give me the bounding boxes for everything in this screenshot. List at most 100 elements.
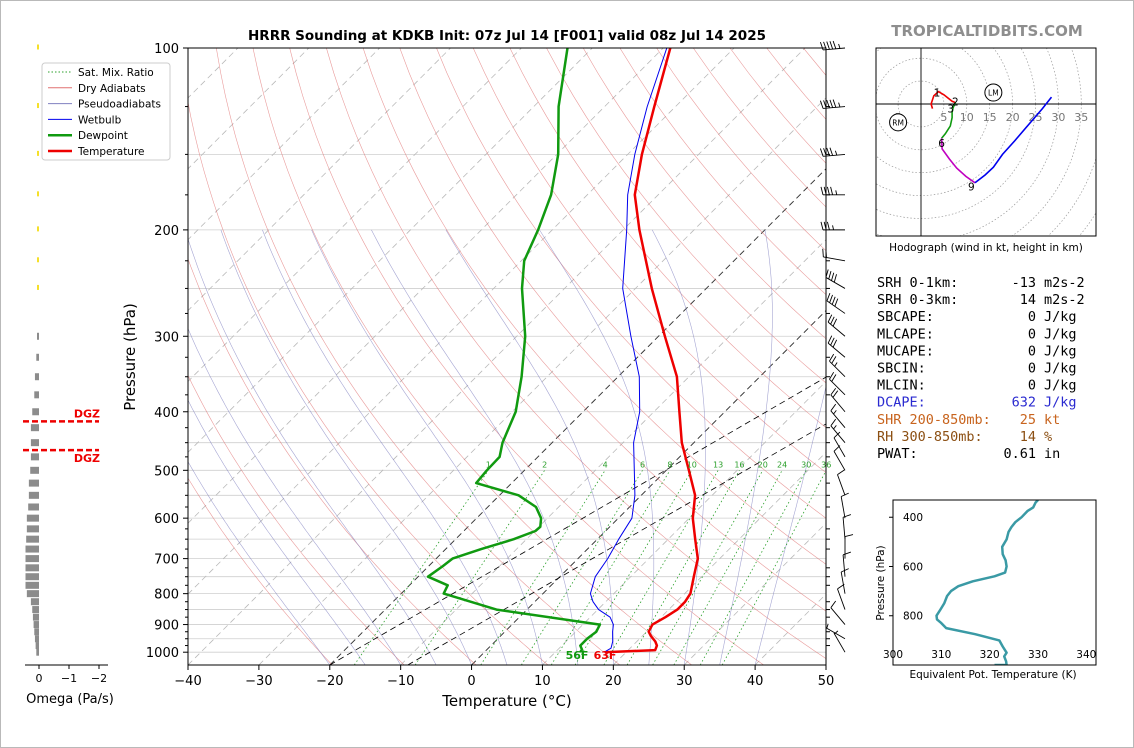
theta-e-axes: 300 310 320 330 340 400 600 800 <box>883 512 1096 661</box>
omega-bar <box>37 44 39 50</box>
theta-e-x-tick-label: 340 <box>1076 649 1096 661</box>
mixing-ratio-label: 30 <box>801 460 811 469</box>
omega-bar <box>30 466 39 474</box>
omega-bar <box>33 621 39 629</box>
mixing-ratio-label: 2 <box>542 460 547 469</box>
pseudoadiabat <box>445 229 614 665</box>
omega-bars: DGZ DGZ <box>23 44 100 656</box>
wind-barb <box>829 353 846 378</box>
surface-temperature-label: 63F <box>594 649 617 662</box>
mixing-ratio-label: 6 <box>640 460 645 469</box>
pseudoadiabat <box>188 237 437 665</box>
x-tick-label: −10 <box>387 674 414 689</box>
isotherm-line <box>825 664 826 665</box>
wind-barb <box>842 514 852 540</box>
mixing-ratio-label: 20 <box>758 460 768 469</box>
mixing-ratio-label: 8 <box>667 460 672 469</box>
omega-bar <box>26 590 39 598</box>
wind-barb <box>819 99 846 109</box>
y-tick-label: 800 <box>154 588 179 603</box>
stat-key: SBCIN: <box>877 361 926 377</box>
wind-barb <box>833 431 846 458</box>
hodograph-caption: Hodograph (wind in kt, height in km) <box>889 242 1083 254</box>
omega-tick-label: −1 <box>61 672 77 685</box>
x-tick-label: −40 <box>174 674 201 689</box>
mixing-ratio-label: 10 <box>687 460 697 469</box>
stat-unit: J/kg <box>1044 309 1077 325</box>
omega-bar <box>30 453 39 461</box>
wind-barb <box>840 568 849 594</box>
pseudoadiabat <box>262 229 508 665</box>
pseudoadiabat <box>220 229 472 665</box>
wind-barb <box>820 186 845 196</box>
omega-bar <box>25 581 39 589</box>
hodograph-rings: 55101520253035 <box>876 48 1096 236</box>
y-tick-label: 1000 <box>146 646 179 661</box>
legend-label: Pseudoadiabats <box>78 99 161 111</box>
pseudoadiabat <box>651 229 706 665</box>
dry-adiabat <box>188 374 405 665</box>
isotherm-line <box>258 97 826 665</box>
series-wetbulb-line <box>589 48 668 653</box>
skew-t-panel: −40 −30 −20 −10 0 10 20 30 40 50 1002003004005006… <box>121 28 1134 710</box>
mixing-ratio-line <box>652 470 764 665</box>
isotherm-line <box>188 48 806 665</box>
y-tick-label: 100 <box>154 42 179 57</box>
pseudoadiabat <box>754 384 826 665</box>
dry-adiabat <box>436 48 826 519</box>
isotherm-key-line <box>329 168 826 665</box>
mixing-ratio-line <box>603 470 719 665</box>
omega-bar <box>34 391 39 399</box>
omega-bar <box>30 598 39 606</box>
hodograph-ring-label: 30 <box>1051 111 1065 124</box>
x-tick-label: −20 <box>316 674 343 689</box>
theta-e-line <box>935 500 1039 665</box>
x-axis-label: Temperature (°C) <box>441 692 571 710</box>
wind-barb <box>829 371 846 396</box>
y-tick-label: 500 <box>154 464 179 479</box>
legend-label: Dewpoint <box>78 130 128 142</box>
hodograph-ring-label: 35 <box>1074 111 1088 124</box>
y-axis-label: Pressure (hPa) <box>121 303 139 411</box>
omega-bar <box>26 514 39 522</box>
omega-bar <box>36 353 39 361</box>
omega-bar <box>34 373 39 381</box>
stat-unit: % <box>1044 429 1052 445</box>
mixing-ratio-line <box>574 470 693 665</box>
mixing-ratio-line <box>414 470 546 665</box>
dry-adiabat <box>509 48 826 428</box>
wind-barb <box>830 418 846 443</box>
stat-key: MLCAPE: <box>877 326 934 342</box>
omega-panel: DGZ DGZ 0 −1 −2 Omega (Pa/s) <box>23 44 114 707</box>
mixing-ratio-label: 1 <box>486 460 491 469</box>
dry-adiabat <box>252 48 692 665</box>
stat-value: -13 <box>1012 275 1036 291</box>
dry-adiabat <box>914 48 1134 665</box>
stat-value: 0 <box>1028 343 1036 359</box>
stat-key: SBCAPE: <box>877 309 934 325</box>
hodograph-series: 123 6 9 LM RM <box>889 83 1053 193</box>
hodograph-height-label: 6 <box>938 138 945 150</box>
wind-barb <box>840 492 849 519</box>
x-tick-label: 40 <box>747 674 764 689</box>
wind-barb <box>842 551 852 577</box>
wind-barb <box>826 292 846 314</box>
y-tick-label: 400 <box>154 406 179 421</box>
omega-bar <box>32 408 39 416</box>
x-tick-label: 0 <box>467 674 475 689</box>
skew-t-background-lines <box>188 48 1134 665</box>
pseudoadiabat <box>371 229 579 665</box>
reference-dashed-line <box>329 376 826 665</box>
omega-bar <box>35 642 39 650</box>
hodograph-segment <box>974 96 1053 184</box>
hodograph-ring-label: 20 <box>1006 111 1020 124</box>
stat-key: PWAT: <box>877 446 918 462</box>
mixing-ratio-line <box>626 470 740 665</box>
dry-adiabat <box>216 48 621 665</box>
surface-dewpoint-label: 56F <box>566 649 589 662</box>
stat-key: SRH 0-3km: <box>877 292 958 308</box>
wind-barb <box>819 147 846 157</box>
stat-unit: J/kg <box>1044 395 1077 411</box>
x-tick-label: 20 <box>605 674 622 689</box>
